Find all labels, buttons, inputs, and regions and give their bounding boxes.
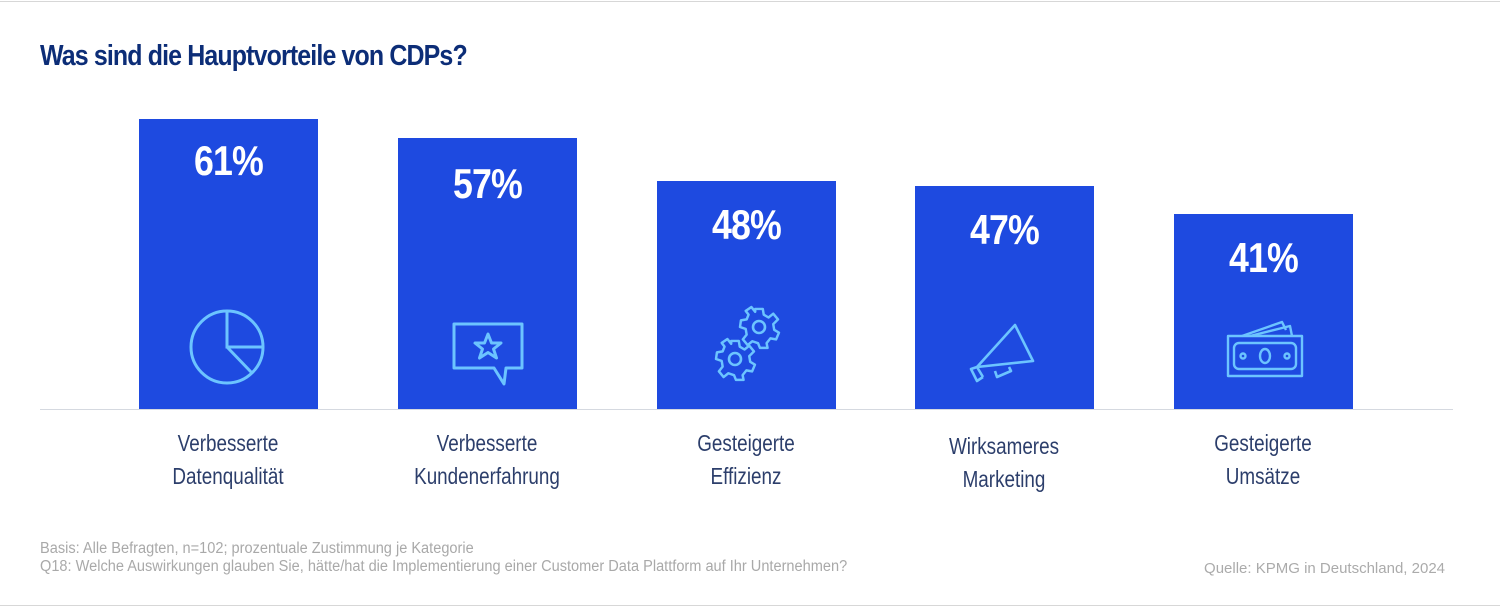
bottom-divider (0, 605, 1500, 606)
label-line: Marketing (962, 466, 1046, 492)
bar-datenqualitaet: 61% (139, 119, 318, 409)
bar-kundenerfahrung: 57% (398, 138, 577, 409)
footnote: Basis: Alle Befragten, n=102; prozentual… (40, 540, 847, 576)
label-line: Kundenerfahrung (414, 463, 560, 489)
label-line: Wirksameres (948, 433, 1060, 459)
label-line: Gesteigerte (697, 430, 795, 456)
footnote-question: Q18: Welche Auswirkungen glauben Sie, hä… (40, 558, 848, 575)
bar-value-label: 61% (194, 137, 264, 184)
bar-umsaetze: 41% (1174, 214, 1353, 409)
megaphone-icon (965, 311, 1045, 391)
money-bills-icon (1224, 316, 1304, 396)
label-line: Effizienz (710, 463, 782, 489)
label-line: Datenqualität (172, 463, 284, 489)
pie-chart-icon (189, 307, 269, 387)
category-label-marketing: Wirksameres Marketing (897, 430, 1110, 496)
top-divider (0, 1, 1500, 2)
label-line: Verbesserte (177, 430, 279, 456)
gears-icon (707, 303, 787, 383)
chart-title: Was sind die Hauptvorteile von CDPs? (40, 40, 468, 72)
footnote-basis: Basis: Alle Befragten, n=102; prozentual… (40, 540, 474, 557)
bar-value-label: 48% (712, 201, 782, 248)
label-line: Gesteigerte (1214, 430, 1312, 456)
bar-effizienz: 48% (657, 181, 836, 409)
bar-value-label: 41% (1229, 234, 1299, 281)
category-label-kundenerfahrung: Verbesserte Kundenerfahrung (380, 427, 593, 493)
label-line: Umsätze (1225, 463, 1301, 489)
bar-marketing: 47% (915, 186, 1094, 409)
label-line: Verbesserte (436, 430, 538, 456)
category-label-datenqualitaet: Verbesserte Datenqualität (121, 427, 334, 493)
source-credit: Quelle: KPMG in Deutschland, 2024 (1204, 560, 1445, 577)
bar-value-label: 47% (970, 206, 1040, 253)
category-label-umsaetze: Gesteigerte Umsätze (1156, 427, 1369, 493)
category-label-effizienz: Gesteigerte Effizienz (639, 427, 852, 493)
star-speech-bubble-icon (448, 316, 528, 396)
bar-value-label: 57% (453, 160, 523, 207)
chart-baseline (40, 409, 1453, 410)
